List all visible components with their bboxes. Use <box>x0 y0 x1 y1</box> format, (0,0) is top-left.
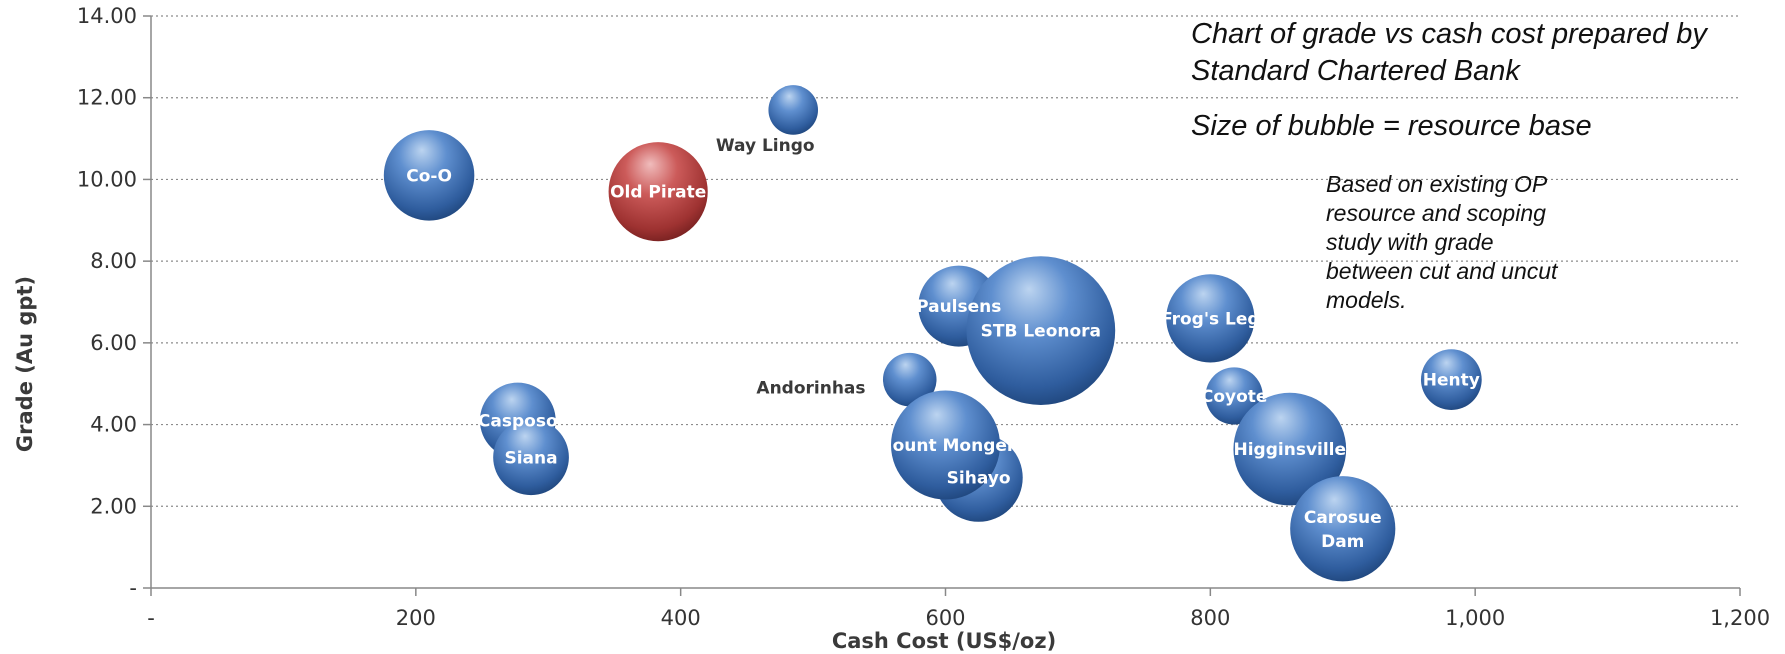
bubble-higginsville <box>1233 392 1347 506</box>
bubble-labels: Way Lingo Co-O Old Pirate Paulsens STB Leono… <box>406 136 1480 552</box>
axes: - 2.00 4.00 6.00 8.00 10.00 12.00 14.00 - 200 400 6… <box>77 4 1770 630</box>
x-tick-label: 800 <box>1190 606 1230 630</box>
x-tick-label: 600 <box>925 606 965 630</box>
x-axis-title: Cash Cost (US$/oz) <box>832 629 1056 653</box>
bubble-andorinhas <box>882 352 937 407</box>
bubble-label: Andorinhas <box>756 379 865 399</box>
bubble-label: Old Pirate <box>610 183 706 203</box>
y-tick-label: 2.00 <box>90 494 137 518</box>
x-tick-label: 200 <box>396 606 436 630</box>
y-tick-label: 14.00 <box>77 4 137 28</box>
bubble-stb-leonora <box>966 256 1116 405</box>
y-tick-label: 6.00 <box>90 331 137 355</box>
bubble-label: Way Lingo <box>716 136 815 156</box>
bubble-coyote <box>1205 367 1263 425</box>
bubble-label: Paulsens <box>916 297 1001 317</box>
y-tick-label: 12.00 <box>77 86 137 110</box>
bubble-way-lingo <box>768 85 819 135</box>
y-tick-label: 10.00 <box>77 167 137 191</box>
y-tick-label: - <box>129 576 137 600</box>
x-tick-label: 1,000 <box>1445 606 1505 630</box>
chart-note-title: Chart of grade vs cash cost prepared by … <box>1191 18 1707 87</box>
y-tick-label: 8.00 <box>90 249 137 273</box>
bubble-henty <box>1420 349 1482 410</box>
bubble-label: Mount Monger <box>876 436 1016 456</box>
y-tick-label: 4.00 <box>90 413 137 437</box>
bubble-mount-monger <box>891 390 1000 500</box>
bubble-label: Coyote <box>1201 387 1268 407</box>
bubble-label: Siana <box>504 448 557 468</box>
bubbles <box>383 85 1482 582</box>
chart-note-basis: Based on existing OP resource and scopin… <box>1326 171 1558 313</box>
bubble-label: Co-O <box>406 166 452 186</box>
bubble-co-o <box>383 130 475 221</box>
bubble-frog-s-leg <box>1166 274 1255 363</box>
bubble-label: Higginsville <box>1234 440 1347 460</box>
chart-note-bubble-size: Size of bubble = resource base <box>1191 110 1592 142</box>
bubble-label: Frog's Leg <box>1161 309 1260 329</box>
bubble-label: STB Leonora <box>981 322 1101 342</box>
bubble-label: Sihayo <box>947 469 1011 489</box>
bubble-label: Henty <box>1423 371 1480 391</box>
x-tick-label: 400 <box>661 606 701 630</box>
y-axis-title: Grade (Au gpt) <box>13 276 37 452</box>
bubble-label: Casposo <box>478 411 558 431</box>
bubble-siana <box>493 419 569 496</box>
bubble-carosue-dam <box>1290 476 1396 582</box>
x-tick-label: - <box>147 606 155 630</box>
x-tick-label: 1,200 <box>1710 606 1770 630</box>
bubble-old-pirate <box>608 142 708 242</box>
bubble-label: Carosue Dam <box>1304 508 1382 552</box>
